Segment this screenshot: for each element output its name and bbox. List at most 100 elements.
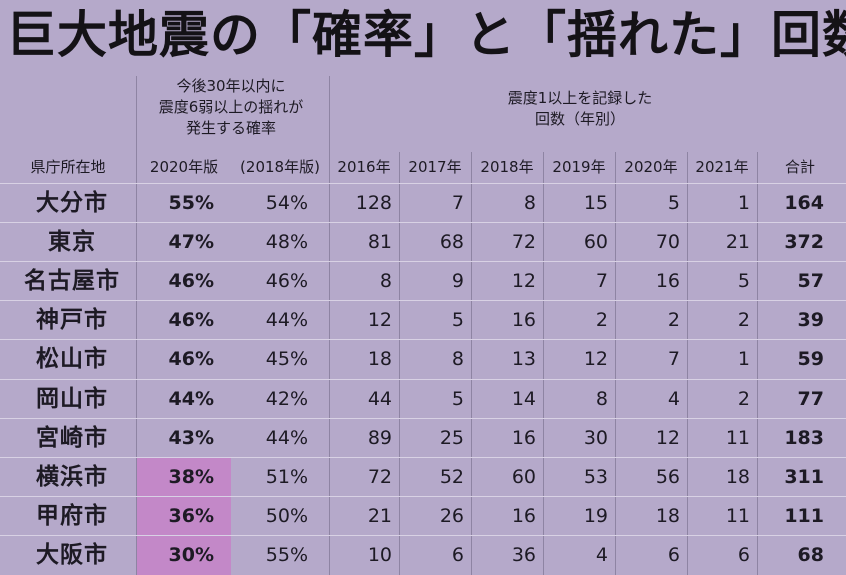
quake-count-value: 13 <box>511 348 536 371</box>
figure-title: 巨大地震の「確率」と「揺れた」回数 <box>6 6 846 64</box>
table-row: 岡山市 44% 42% 44 5 14 8 4 2 77 <box>0 380 846 419</box>
quake-count-value: 18 <box>725 465 750 488</box>
divider-city <box>136 76 137 575</box>
probability-header-line: 震度6弱以上の揺れが <box>158 98 304 116</box>
quake-count-value: 21 <box>367 504 392 527</box>
prob-2018-value: 51% <box>265 465 308 488</box>
quake-count-value: 30 <box>583 426 608 449</box>
total-value: 77 <box>797 387 824 410</box>
quake-count-value: 8 <box>379 270 392 293</box>
city-name: 横浜市 <box>36 463 108 490</box>
divider-2021 <box>757 152 758 575</box>
quake-count-value: 2 <box>667 309 680 332</box>
quake-count-value: 8 <box>451 348 464 371</box>
quake-count-value: 44 <box>367 387 392 410</box>
total-value: 111 <box>784 504 824 527</box>
prob-2018-value: 45% <box>265 348 308 371</box>
quake-count-value: 16 <box>511 504 536 527</box>
total-value: 68 <box>797 543 824 566</box>
table-row: 大分市 55% 54% 128 7 8 15 5 1 164 <box>0 184 846 223</box>
quake-count-value: 2 <box>737 387 750 410</box>
table-row: 大阪市 30% 55% 10 6 36 4 6 6 68 <box>0 536 846 575</box>
prob-2018-value: 48% <box>265 231 308 254</box>
prob-2020-value: 44% <box>168 387 214 410</box>
quake-count-value: 19 <box>583 504 608 527</box>
quake-count-value: 9 <box>451 270 464 293</box>
quake-count-value: 7 <box>595 270 608 293</box>
column-header-city: 県庁所在地 <box>30 158 106 176</box>
quake-count-value: 16 <box>511 309 536 332</box>
prob-2020-value: 46% <box>168 309 214 332</box>
city-name: 大分市 <box>36 190 108 216</box>
prob-2018-value: 42% <box>265 387 308 410</box>
quake-count-value: 8 <box>595 387 608 410</box>
quake-count-value: 15 <box>583 192 608 214</box>
column-header-prob-2020: 2020年版 <box>149 158 219 176</box>
count-group-header: 震度1以上を記録した 回数（年別） <box>470 88 690 130</box>
city-name: 大阪市 <box>36 541 108 568</box>
divider-2020 <box>687 152 688 575</box>
row-separator <box>0 261 846 263</box>
prob-2020-value: 47% <box>168 231 214 254</box>
total-value: 39 <box>797 309 824 332</box>
quake-count-value: 12 <box>511 270 536 293</box>
prob-2020-value: 36% <box>168 504 214 527</box>
total-value: 59 <box>797 348 824 371</box>
quake-count-value: 6 <box>667 543 680 566</box>
city-name: 甲府市 <box>36 502 108 529</box>
quake-count-value: 5 <box>737 270 750 293</box>
quake-count-value: 11 <box>725 504 750 527</box>
quake-count-value: 52 <box>439 465 464 488</box>
column-header-2017: 2017年 <box>408 158 462 176</box>
table-row: 東京 47% 48% 81 68 72 60 70 21 372 <box>0 223 846 262</box>
column-header-2019: 2019年 <box>552 158 606 176</box>
count-header-line: 回数（年別） <box>534 110 625 128</box>
quake-count-value: 60 <box>511 465 536 488</box>
quake-count-value: 72 <box>367 465 392 488</box>
table-row: 神戸市 46% 44% 12 5 16 2 2 2 39 <box>0 301 846 340</box>
total-value: 164 <box>784 192 824 214</box>
quake-count-value: 8 <box>523 192 536 214</box>
table-row: 横浜市 38% 51% 72 52 60 53 56 18 311 <box>0 458 846 497</box>
quake-count-value: 56 <box>655 465 680 488</box>
divider-2017 <box>471 152 472 575</box>
quake-count-value: 12 <box>583 348 608 371</box>
probability-group-header: 今後30年以内に 震度6弱以上の揺れが 発生する確率 <box>136 76 326 139</box>
quake-count-value: 5 <box>667 192 680 214</box>
quake-count-value: 1 <box>737 192 750 214</box>
quake-count-value: 1 <box>737 348 750 371</box>
city-name: 宮崎市 <box>36 424 108 451</box>
prob-2018-value: 44% <box>265 426 308 449</box>
column-header-2021: 2021年 <box>695 158 749 176</box>
quake-count-value: 12 <box>655 426 680 449</box>
column-header-prob-2018: (2018年版) <box>240 158 320 176</box>
row-separator <box>0 378 846 380</box>
quake-count-value: 2 <box>595 309 608 332</box>
quake-count-value: 128 <box>355 192 392 214</box>
prob-2018-value: 55% <box>265 543 308 566</box>
quake-count-value: 10 <box>367 543 392 566</box>
row-separator <box>0 456 846 458</box>
quake-count-value: 6 <box>451 543 464 566</box>
quake-count-value: 21 <box>725 231 750 254</box>
row-separator <box>0 417 846 419</box>
column-header-2016: 2016年 <box>337 158 391 176</box>
city-name: 名古屋市 <box>24 268 120 295</box>
prob-2018-value: 50% <box>265 504 308 527</box>
prob-2020-value: 55% <box>168 192 214 214</box>
quake-count-value: 18 <box>367 348 392 371</box>
city-name: 神戸市 <box>36 307 108 334</box>
column-header-2020: 2020年 <box>624 158 678 176</box>
quake-count-value: 60 <box>583 231 608 254</box>
prob-2020-value: 38% <box>168 465 214 488</box>
quake-count-value: 4 <box>667 387 680 410</box>
prob-2020-value: 30% <box>168 543 214 566</box>
city-name: 岡山市 <box>36 385 108 412</box>
prob-2018-value: 54% <box>265 192 308 214</box>
prob-2020-value: 46% <box>168 348 214 371</box>
probability-header-line: 発生する確率 <box>185 119 276 137</box>
row-separator <box>0 183 846 184</box>
quake-count-value: 18 <box>655 504 680 527</box>
quake-count-value: 72 <box>511 231 536 254</box>
total-value: 372 <box>784 231 824 254</box>
